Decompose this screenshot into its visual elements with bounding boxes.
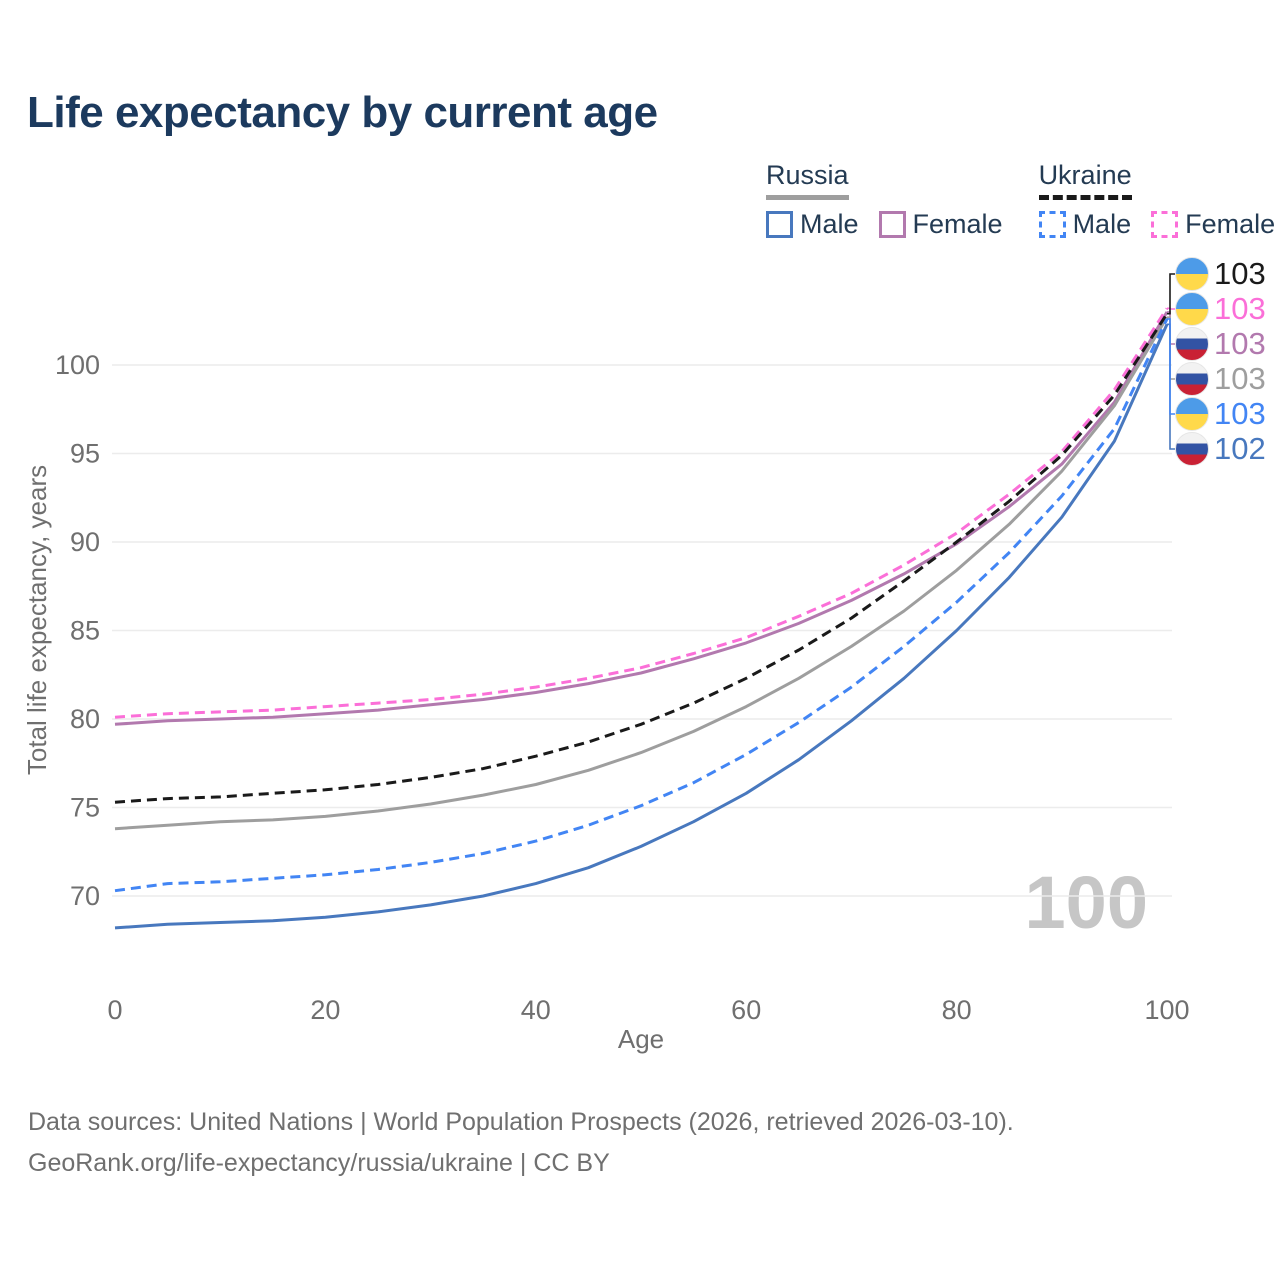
- line-ukraine-male: [114, 318, 1169, 893]
- y-axis-title: Total life expectancy, years: [22, 465, 52, 775]
- line-russia-total: [114, 316, 1169, 831]
- end-value-label-russia-male: 102: [1214, 431, 1266, 466]
- x-tick-label-40: 40: [521, 995, 551, 1025]
- legend-group-ukraine: Ukraine Male Female: [1038, 160, 1275, 240]
- end-label-connector-ukraine-male: [1167, 318, 1175, 415]
- legend-item-ukraine-male[interactable]: Male: [1038, 209, 1132, 240]
- end-label-connector-ukraine-female: [1167, 307, 1175, 310]
- legend-item-label: Male: [1072, 209, 1132, 239]
- legend-item-ukraine-female[interactable]: Female: [1151, 209, 1275, 240]
- end-value-label-russia-female: 103: [1214, 326, 1266, 361]
- y-tick-label-100: 100: [55, 350, 100, 380]
- x-tick-label-80: 80: [942, 995, 972, 1025]
- x-tick-label-0: 0: [107, 995, 122, 1025]
- legend-item-label: Male: [800, 209, 859, 239]
- y-tick-label-80: 80: [70, 704, 100, 734]
- flag-ring: [1175, 257, 1209, 291]
- current-age-indicator: 100: [1024, 861, 1148, 944]
- line-swatch-icon: [1038, 211, 1066, 238]
- y-tick-label-90: 90: [70, 527, 100, 557]
- attribution-line: GeoRank.org/life-expectancy/russia/ukrai…: [28, 1149, 610, 1177]
- legend-header-ukraine[interactable]: Ukraine: [1038, 160, 1132, 200]
- line-swatch-icon: [1151, 211, 1179, 238]
- data-sources-line: Data sources: United Nations | World Pop…: [28, 1108, 1014, 1136]
- russia-flag-icon: [1175, 327, 1209, 361]
- y-tick-label-75: 75: [70, 793, 100, 823]
- chart-footer: Data sources: United Nations | World Pop…: [28, 1102, 1014, 1184]
- legend-item-russia-female[interactable]: Female: [878, 209, 1003, 240]
- y-tick-label-95: 95: [70, 439, 100, 469]
- flag-ring: [1175, 397, 1209, 431]
- end-value-label-russia-total: 103: [1214, 361, 1266, 396]
- end-label-connector-russia-total: [1167, 316, 1175, 380]
- end-value-label-ukraine-female: 103: [1214, 291, 1266, 326]
- ukraine-flag-icon: [1175, 397, 1209, 431]
- flag-ring: [1175, 292, 1209, 326]
- legend-item-label: Female: [1185, 209, 1276, 239]
- russia-flag-icon: [1175, 432, 1209, 466]
- chart-legend: Russia Male Female Ukraine Male: [766, 160, 1275, 240]
- line-ukraine-female: [114, 307, 1169, 719]
- legend-header-russia[interactable]: Russia: [766, 160, 849, 200]
- line-swatch-icon: [878, 211, 906, 238]
- x-axis-title: Age: [618, 1024, 664, 1054]
- legend-item-russia-male[interactable]: Male: [766, 209, 859, 240]
- line-russia-female: [114, 311, 1169, 726]
- end-value-label-ukraine-male: 103: [1214, 396, 1266, 431]
- flag-ring: [1175, 432, 1209, 466]
- x-tick-label-60: 60: [731, 995, 761, 1025]
- end-value-label-ukraine-total: 103: [1214, 256, 1266, 291]
- x-tick-label-20: 20: [310, 995, 340, 1025]
- legend-items-ukraine: Male Female: [1038, 209, 1275, 240]
- ukraine-flag-icon: [1175, 292, 1209, 326]
- end-label-connector-ukraine-total: [1167, 273, 1175, 315]
- legend-item-label: Female: [912, 209, 1003, 239]
- y-tick-label-85: 85: [70, 616, 100, 646]
- end-label-connector-russia-male: [1167, 323, 1175, 450]
- ukraine-flag-icon: [1175, 257, 1209, 291]
- y-tick-label-70: 70: [70, 881, 100, 911]
- line-swatch-icon: [766, 211, 793, 238]
- x-tick-label-100: 100: [1144, 995, 1189, 1025]
- russia-flag-icon: [1175, 362, 1209, 396]
- line-russia-male: [114, 323, 1169, 930]
- page-title: Life expectancy by current age: [27, 88, 658, 137]
- legend-items-russia: Male Female: [766, 209, 1003, 240]
- legend-group-russia: Russia Male Female: [766, 160, 1003, 240]
- line-ukraine-total: [114, 312, 1169, 804]
- flag-ring: [1175, 327, 1209, 361]
- flag-ring: [1175, 362, 1209, 396]
